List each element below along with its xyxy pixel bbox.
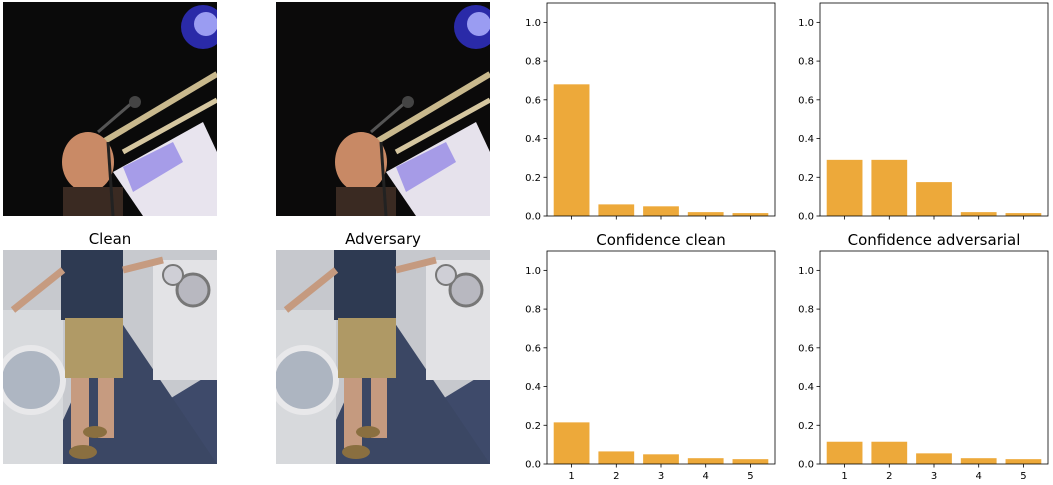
y-tick-label-0.4: 0.4: [798, 134, 814, 145]
y-tick-label-0.6: 0.6: [525, 95, 541, 106]
y-tick-label-0.2: 0.2: [798, 421, 814, 432]
confidence-adversarial-chart-row1: 0.0 0.2 0.4 0.6 0.8 1.0: [768, 0, 1053, 230]
y-tick-label-1.0: 1.0: [525, 18, 541, 29]
x-tick-label-4: 4: [976, 471, 982, 482]
plot-frame: [819, 250, 1049, 465]
clean-title: Clean: [88, 230, 132, 248]
bar-2: [598, 204, 635, 216]
y-tick-label-0.2: 0.2: [525, 173, 541, 184]
adversary-image-row1: [276, 2, 490, 216]
y-tick-label-0.2: 0.2: [525, 421, 541, 432]
y-tick-label-1.0: 1.0: [798, 266, 814, 277]
bar-2: [598, 451, 635, 464]
chart-svg: 0.0 0.2 0.4 0.6 0.8 1.0: [525, 2, 776, 223]
bar-5: [1005, 213, 1042, 216]
y-tick-label-0.6: 0.6: [798, 95, 814, 106]
y-tick-label-0.8: 0.8: [798, 57, 814, 68]
y-tick-label-0.0: 0.0: [798, 460, 814, 471]
x-tick-label-1: 1: [568, 471, 574, 482]
x-tick-label-3: 3: [931, 471, 937, 482]
y-tick-label-0.4: 0.4: [525, 382, 541, 393]
bar-2: [871, 159, 908, 216]
x-tick-label-5: 5: [1020, 471, 1026, 482]
plot-frame: [546, 2, 776, 217]
bar-4: [960, 458, 997, 464]
y-tick-label-0.8: 0.8: [798, 305, 814, 316]
bar-4: [960, 212, 997, 216]
bar-1: [553, 84, 590, 216]
confidence-adversarial-chart-row2: Confidence adversarial 1 2 3 4 5 0.0 0.2 0.4 0.6 0…: [768, 227, 1053, 482]
confidence-clean-chart-row1: 0.0 0.2 0.4 0.6 0.8 1.0: [495, 0, 780, 230]
bar-3: [643, 206, 679, 216]
y-tick-label-0.8: 0.8: [525, 57, 541, 68]
bar-5: [732, 459, 769, 464]
x-tick-label-2: 2: [886, 471, 892, 482]
x-tick-label-4: 4: [703, 471, 709, 482]
chart-svg: Confidence adversarial 1 2 3 4 5 0.0 0.2 0.4 0.6 0…: [798, 231, 1049, 482]
y-tick-label-0.0: 0.0: [525, 460, 541, 471]
clean-image-row2: [3, 250, 217, 464]
x-tick-label-5: 5: [747, 471, 753, 482]
bar-3: [916, 182, 952, 216]
bar-4: [687, 212, 724, 216]
bar-3: [916, 453, 952, 464]
bar-5: [1005, 459, 1042, 464]
chart-title: Confidence adversarial: [848, 231, 1021, 249]
bar-1: [826, 159, 863, 216]
y-tick-label-1.0: 1.0: [525, 266, 541, 277]
y-tick-label-1.0: 1.0: [798, 18, 814, 29]
x-tick-label-2: 2: [613, 471, 619, 482]
adversary-title: Adversary: [345, 230, 421, 248]
y-tick-label-0.0: 0.0: [525, 212, 541, 223]
x-tick-label-1: 1: [841, 471, 847, 482]
y-tick-label-0.6: 0.6: [525, 343, 541, 354]
adversary-image-row2: [276, 250, 490, 464]
y-tick-label-0.2: 0.2: [798, 173, 814, 184]
bar-1: [826, 441, 863, 464]
confidence-clean-chart-row2: Confidence clean 1 2 3 4 5 0.0 0.2 0.4 0.6 0.8 1.0: [495, 227, 780, 482]
bar-5: [732, 213, 769, 216]
bar-1: [553, 422, 590, 464]
y-tick-label-0.4: 0.4: [798, 382, 814, 393]
y-tick-label-0.0: 0.0: [798, 212, 814, 223]
y-tick-label-0.6: 0.6: [798, 343, 814, 354]
chart-title: Confidence clean: [596, 231, 725, 249]
chart-svg: Confidence clean 1 2 3 4 5 0.0 0.2 0.4 0.6 0.8 1.0: [525, 231, 776, 482]
y-tick-label-0.8: 0.8: [525, 305, 541, 316]
bar-2: [871, 441, 908, 464]
clean-image-row1: [3, 2, 217, 216]
y-tick-label-0.4: 0.4: [525, 134, 541, 145]
plot-frame: [819, 2, 1049, 217]
bar-3: [643, 454, 679, 464]
x-tick-label-3: 3: [658, 471, 664, 482]
plot-frame: [546, 250, 776, 465]
bar-4: [687, 458, 724, 464]
chart-svg: 0.0 0.2 0.4 0.6 0.8 1.0: [798, 2, 1049, 223]
